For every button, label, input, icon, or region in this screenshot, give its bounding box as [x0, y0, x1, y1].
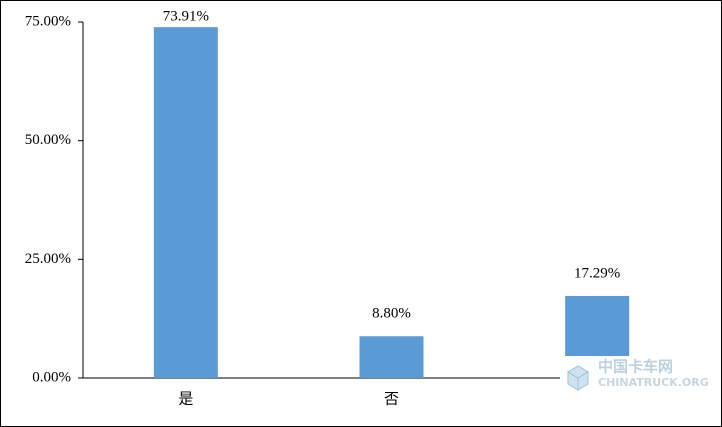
y-tick-label: 25.00%	[25, 251, 71, 267]
watermark-subtitle: CHINATRUCK.ORG	[598, 376, 709, 389]
x-tick-label: 是	[178, 391, 193, 407]
y-tick-label: 0.00%	[32, 369, 71, 385]
bar	[153, 27, 218, 379]
y-tick-label: 75.00%	[25, 13, 71, 29]
data-label: 73.91%	[163, 9, 209, 25]
x-tick-label: 否	[384, 391, 399, 407]
data-label: 17.29%	[574, 265, 620, 281]
watermark: 中国卡车网 CHINATRUCK.ORG	[560, 356, 720, 406]
data-label: 8.80%	[372, 306, 411, 322]
watermark-logo	[567, 365, 589, 391]
watermark-title: 中国卡车网	[598, 358, 673, 376]
bar	[359, 336, 424, 378]
y-tick-label: 50.00%	[25, 132, 71, 148]
